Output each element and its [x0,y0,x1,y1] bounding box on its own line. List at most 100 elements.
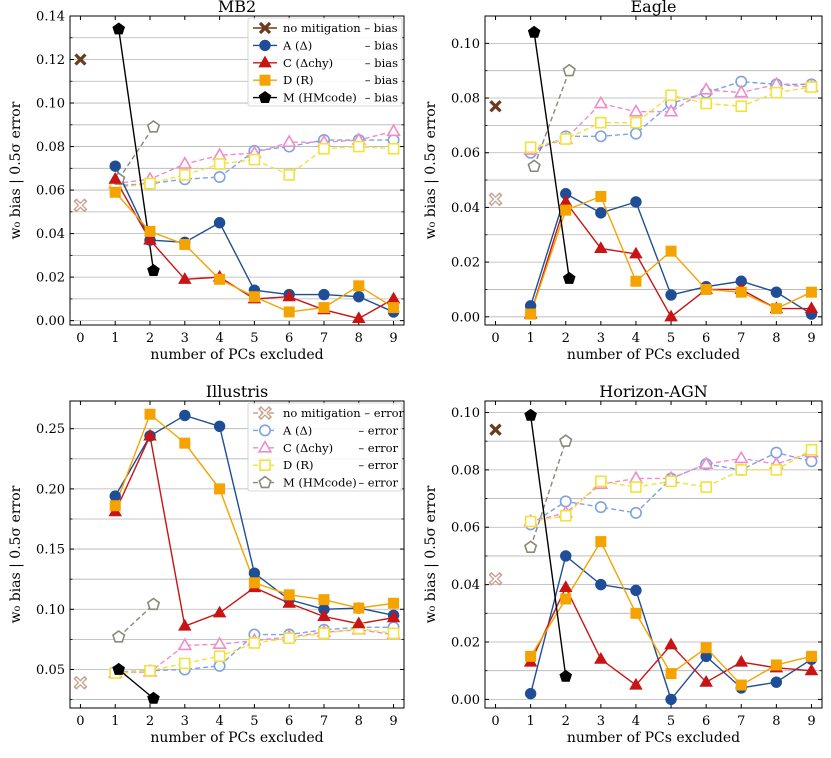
legend-suffix: – bias [365,56,398,70]
point-A-bias [213,420,226,432]
x-tick-label: 1 [526,331,534,346]
point-C-bias [699,674,713,687]
point-C-bias [386,291,401,304]
panel-title: Horizon-AGN [599,382,707,401]
point-D-bias [735,679,747,691]
panel-title: MB2 [218,0,256,16]
legend-marker [259,39,271,52]
point-A-bias [179,409,191,422]
y-tick-label: 0.10 [36,97,65,112]
point-A-bias [560,550,572,562]
x-axis-label: number of PCs excluded [150,730,323,746]
point-C-error [386,123,401,137]
legend-box [247,17,403,107]
point-C-bias [629,677,643,690]
point-D-error [805,443,818,456]
x-tick-label: 8 [355,714,363,729]
point-D-error [770,464,783,476]
point-A-error [629,506,642,519]
point-D-error [318,142,330,155]
point-D-bias [665,245,677,257]
point-D-bias [595,190,607,202]
y-tick-label: 0.08 [36,140,65,155]
point-D-bias [144,408,156,420]
point-M-error [112,629,126,643]
point-D-error [387,142,400,155]
legend-label: M (HMcode) [283,91,357,105]
series-line-M-bias [529,415,567,677]
y-tick-label: 0.04 [451,201,480,216]
point-none-error [73,198,88,213]
point-D-error [179,169,191,181]
y-axis-label: w₀ bias | 0.5σ error [423,101,439,239]
point-A-bias [770,286,783,298]
legend-label: M (HMcode) [283,476,357,490]
point-M-error [523,540,538,553]
point-C-bias [664,309,678,322]
x-tick-label: 7 [320,714,328,729]
point-M-bias [147,263,160,276]
point-M-bias [112,662,125,675]
legend-bias: no mitigation – bias A (Δ) – bias C (Δchy) –… [247,17,403,107]
point-D-bias [560,204,572,216]
x-tick-label: 4 [215,331,223,346]
y-tick-label: 0.14 [36,10,65,25]
y-tick-label: 0.10 [451,37,480,52]
point-M-error [562,63,576,77]
point-D-bias [109,500,121,512]
point-D-error [700,481,712,493]
x-tick-label: 4 [215,714,223,729]
point-D-bias [318,594,330,606]
x-tick-label: 8 [355,331,363,346]
x-tick-label: 1 [111,714,119,729]
legend-label: C (Δchy) [283,56,333,70]
point-D-error [524,141,537,154]
point-none-bias [74,53,87,66]
point-M-error [527,159,541,173]
point-C-error [593,95,609,109]
legend-label: A (Δ) [282,423,312,437]
point-A-bias [595,207,607,219]
cross-stroke [75,677,86,688]
panel-mb2: 0.00 0.02 0.04 0.06 0.08 0.10 0.12 0.14 0 1 2 3 4 5 6 7… [8,0,405,363]
point-D-bias [144,225,156,237]
point-D-error [735,464,748,476]
point-D-error [630,481,642,493]
point-A-bias [524,687,537,700]
x-tick-label: 2 [146,331,154,346]
series-line-A-error [115,626,394,673]
point-D-error [665,475,677,488]
y-tick-label: 0.25 [36,422,65,437]
point-D-error [700,97,712,110]
legend-suffix: – bias [365,73,398,87]
legend-box [247,402,403,492]
series-line-M-error [533,70,570,167]
point-D-bias [700,642,712,654]
legend-label: D (R) [283,73,314,87]
series-line-M-bias [533,32,570,279]
legend-suffix: – bias [365,91,398,105]
y-tick-label: 0.08 [451,92,480,107]
x-axis-label: number of PCs excluded [567,730,740,746]
point-M-bias [527,25,541,38]
x-tick-label: 8 [772,331,780,346]
panel-title: Illustris [206,382,268,401]
legend-suffix: – error [358,476,398,490]
point-D-error [524,515,537,528]
point-D-bias [630,275,642,287]
point-D-error [630,116,642,129]
legend-marker [258,475,272,489]
point-D-bias [283,306,295,318]
point-A-error [629,127,642,140]
point-D-bias [248,577,260,589]
point-A-bias [248,567,261,579]
point-A-error [559,495,572,508]
y-tick-label: 0.02 [451,636,480,651]
y-tick-label: 0.12 [36,53,65,68]
point-D-error [248,153,261,166]
point-C-bias [386,610,401,623]
legend-marker [258,424,271,437]
x-tick-label: 6 [285,714,293,729]
